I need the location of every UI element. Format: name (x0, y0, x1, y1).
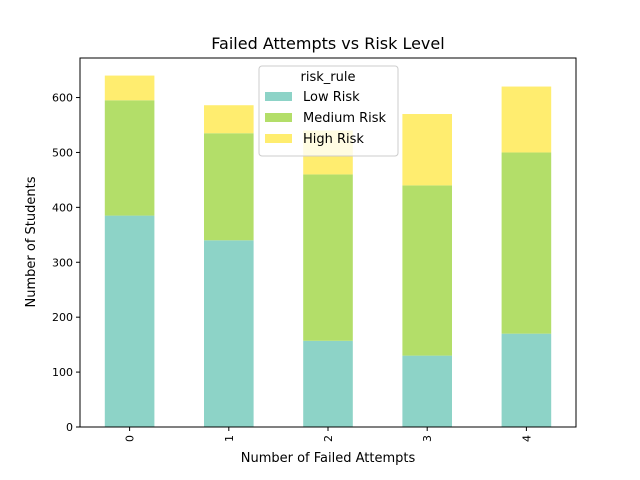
bar-low-risk-2 (303, 340, 353, 427)
legend-box (258, 65, 399, 157)
x-axis-label: Number of Failed Attempts (241, 451, 416, 466)
x-axis: 0 1 2 3 4 (124, 427, 533, 442)
bar-high-risk-1 (204, 105, 254, 134)
y-tick-label: 100 (52, 366, 73, 379)
x-tick-label: 2 (322, 435, 335, 442)
bar-high-risk-3 (402, 114, 452, 186)
bar-low-risk-4 (501, 333, 552, 427)
bar-high-risk-4 (501, 86, 552, 153)
bar-medium-risk-1 (204, 133, 254, 241)
legend-swatch-high-risk (265, 134, 292, 143)
bar-medium-risk-2 (303, 174, 353, 341)
x-tick-label: 1 (223, 435, 236, 442)
x-tick-label: 0 (124, 435, 137, 442)
legend-swatch-low-risk (265, 92, 292, 101)
legend-label-low-risk: Low Risk (303, 90, 360, 105)
x-tick-label: 3 (421, 435, 434, 442)
bar-medium-risk-0 (104, 100, 155, 216)
plot-frame (79, 57, 577, 428)
bar-high-risk-0 (104, 75, 155, 101)
bar-low-risk-3 (402, 355, 452, 427)
y-axis: 0 100 200 300 400 500 600 (52, 92, 80, 434)
legend-label-high-risk: High Risk (303, 132, 364, 147)
legend: risk_rule Low Risk Medium Risk High Risk (258, 65, 399, 157)
y-tick-label: 300 (52, 256, 73, 269)
legend-swatch-medium-risk (265, 113, 292, 122)
legend-title: risk_rule (301, 70, 356, 85)
y-tick-label: 200 (52, 311, 73, 324)
bar-medium-risk-3 (402, 185, 452, 356)
legend-label-medium-risk: Medium Risk (303, 111, 387, 126)
y-tick-label: 600 (52, 92, 73, 105)
bar-low-risk-0 (104, 215, 155, 427)
y-axis-label: Number of Students (24, 176, 39, 307)
bar-medium-risk-4 (501, 152, 552, 334)
chart-title: Failed Attempts vs Risk Level (211, 34, 444, 53)
y-tick-label: 400 (52, 201, 73, 214)
bar-low-risk-1 (204, 240, 254, 427)
bars-layer (104, 75, 552, 427)
x-tick-label: 4 (520, 435, 533, 442)
y-tick-label: 500 (52, 146, 73, 159)
y-tick-label: 0 (66, 421, 73, 434)
